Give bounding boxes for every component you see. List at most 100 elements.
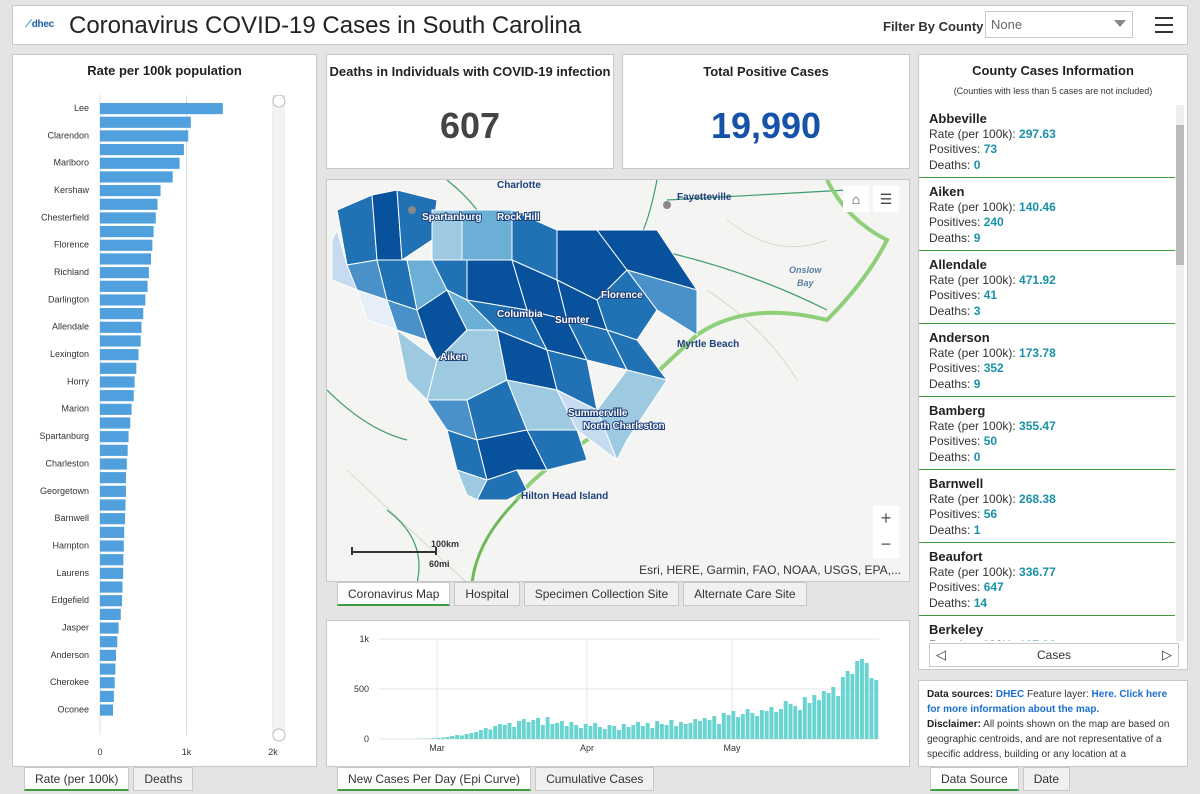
tab-deaths[interactable]: Deaths: [133, 767, 194, 791]
epi-bar: [517, 721, 521, 739]
tab-cumulative-cases[interactable]: Cumulative Cases: [535, 767, 655, 791]
here-link[interactable]: Here.: [1091, 689, 1117, 700]
rate-chart-title: Rate per 100k population: [87, 63, 242, 78]
county-name: Bamberg: [929, 403, 986, 418]
home-icon[interactable]: ⌂: [843, 186, 869, 212]
county-list-item[interactable]: Abbeville Rate (per 100k): 297.63 Positive…: [919, 105, 1175, 178]
epi-bar: [798, 710, 802, 739]
epi-bar: [840, 677, 845, 739]
county-bar-label: Allendale: [52, 322, 89, 332]
epi-bar: [755, 716, 760, 739]
tab-specimen-collection[interactable]: Specimen Collection Site: [523, 582, 680, 606]
tab-rate[interactable]: Rate (per 100k): [24, 767, 130, 791]
rate-bar: [100, 349, 139, 361]
disclaimer-text: All points shown on the map are based on…: [927, 719, 1170, 760]
county-name: Berkeley: [929, 622, 984, 637]
county-bar-label: Florence: [54, 240, 89, 250]
zoom-in-button[interactable]: +: [873, 506, 899, 532]
x-tick-label: 1k: [182, 747, 192, 757]
covid-map[interactable]: Charlotte Fayetteville Spartanburg Rock …: [326, 179, 910, 582]
data-source-panel: Data sources: DHEC Feature layer: Here. …: [918, 680, 1188, 767]
zoom-out-button[interactable]: −: [873, 532, 899, 558]
county-list-item[interactable]: Barnwell Rate (per 100k): 268.38 Positives…: [919, 470, 1175, 543]
rate-bar: [100, 157, 180, 169]
y-tick-label: 0: [364, 734, 369, 744]
county-deaths-value: 3: [973, 303, 981, 318]
tab-alternate-care[interactable]: Alternate Care Site: [683, 582, 807, 606]
county-name: Abbeville: [929, 111, 987, 126]
map-attribution[interactable]: Esri, HERE, Garmin, FAO, NOAA, USGS, EPA…: [639, 563, 901, 577]
epi-bar: [750, 713, 755, 739]
epi-bar: [612, 726, 617, 739]
county-rate-value: 336.77: [1019, 564, 1056, 579]
epi-bar: [869, 678, 874, 739]
county-bar-label: Charleston: [45, 458, 89, 468]
county-bar-label: Anderson: [50, 650, 89, 660]
epi-bar: [493, 726, 498, 739]
epi-bar: [621, 724, 626, 739]
epi-bar: [721, 713, 726, 739]
county-name: Allendale: [929, 257, 987, 272]
rate-bar: [100, 267, 149, 279]
y-tick-label: 500: [354, 684, 369, 694]
next-arrow-icon[interactable]: ▷: [1162, 647, 1172, 662]
map-label-myrtle-beach: Myrtle Beach: [677, 339, 739, 350]
county-list-item[interactable]: Bamberg Rate (per 100k): 355.47 Positives:…: [919, 397, 1175, 470]
map-label-hilton-head: Hilton Head Island: [521, 491, 608, 502]
epi-bar: [507, 723, 512, 739]
epi-bar: [536, 718, 541, 739]
rate-bar: [100, 526, 125, 538]
scroll-handle-bottom: [272, 728, 286, 742]
rate-bar: [100, 649, 117, 661]
map-label-charlotte: Charlotte: [497, 180, 541, 191]
prev-arrow-icon[interactable]: ◁: [936, 647, 946, 662]
map-label-summerville: Summerville: [568, 408, 628, 419]
rate-bar: [100, 472, 126, 484]
county-list-scrollbar[interactable]: [1176, 105, 1184, 641]
county-bar-label: Kershaw: [54, 185, 90, 195]
county-list-item[interactable]: BerkeleyRate (per 100k): 187.36Positives…: [919, 616, 1175, 641]
tab-hospital[interactable]: Hospital: [454, 582, 520, 606]
rate-bar: [100, 431, 129, 443]
map-canvas[interactable]: Charlotte Fayetteville Spartanburg Rock …: [327, 180, 910, 582]
county-list-item[interactable]: Aiken Rate (per 100k): 140.46 Positives: 2…: [919, 178, 1175, 251]
epi-bar: [712, 716, 717, 739]
epi-bar: [545, 717, 550, 739]
county-positives: Positives: 73: [929, 142, 998, 156]
epi-bar: [569, 722, 574, 739]
epi-bar: [593, 723, 598, 739]
tab-new-cases[interactable]: New Cases Per Day (Epi Curve): [337, 767, 532, 791]
more-info-link[interactable]: Click here for more information about th…: [927, 689, 1168, 715]
epi-bar: [778, 709, 783, 739]
epi-bar: [850, 674, 855, 739]
dhec-link[interactable]: DHEC: [995, 689, 1025, 700]
county-deaths: Deaths: 9: [929, 230, 981, 245]
source-tabs: Data Source Date: [930, 767, 1071, 791]
rate-bar: [100, 690, 114, 702]
county-bar-label: Marlboro: [53, 158, 89, 168]
county-bar-label: Clarendon: [47, 130, 89, 140]
county-list-item[interactable]: Beaufort Rate (per 100k): 336.77 Positives…: [919, 543, 1175, 616]
epi-bar: [783, 701, 788, 739]
epi-bar: [521, 719, 526, 739]
hamburger-menu-icon[interactable]: [1155, 17, 1173, 33]
epi-bar: [702, 718, 707, 739]
county-list-item[interactable]: Anderson Rate (per 100k): 173.78 Positives…: [919, 324, 1175, 397]
county-filter-select[interactable]: None: [985, 11, 1133, 38]
rate-bar: [100, 403, 132, 415]
legend-list-icon[interactable]: ☰: [873, 186, 899, 212]
county-rate: Rate (per 100k): 268.38: [929, 491, 1056, 506]
rate-bar: [100, 444, 128, 456]
county-list-item[interactable]: Allendale Rate (per 100k): 471.92 Positive…: [919, 251, 1175, 324]
county-positives: Positives: 41: [929, 288, 998, 302]
epi-bar: [617, 730, 622, 739]
rate-bar-chart: 0 1k 2k Lee Clarendon Marlboro Kershaw Chesterf…: [39, 95, 286, 757]
epi-bar: [450, 736, 455, 739]
rate-bar: [100, 554, 124, 566]
county-list[interactable]: Abbeville Rate (per 100k): 297.63 Positive…: [919, 105, 1175, 641]
tab-data-source[interactable]: Data Source: [930, 767, 1019, 791]
county-deaths: Deaths: 3: [929, 303, 981, 318]
rate-chart-panel: Rate per 100k population 0 1k 2k Lee Clarend…: [12, 54, 317, 767]
tab-date[interactable]: Date: [1022, 767, 1071, 791]
tab-coronavirus-map[interactable]: Coronavirus Map: [337, 582, 451, 606]
